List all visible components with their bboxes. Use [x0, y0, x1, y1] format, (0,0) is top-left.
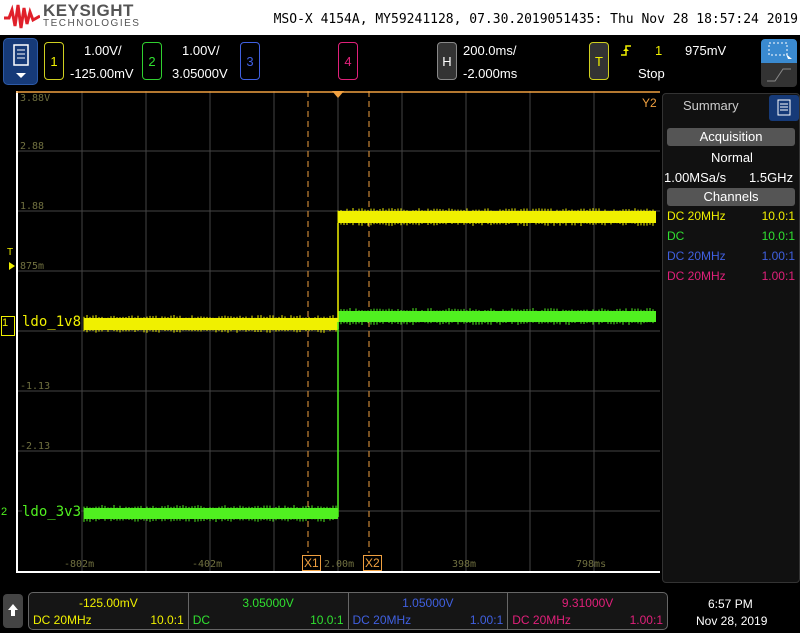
- channel-value: 9.31000V: [508, 596, 667, 610]
- coupling: DC: [193, 613, 210, 627]
- summary-panel: Summary Acquisition Normal 1.00MSa/s 1.5…: [662, 93, 800, 583]
- coupling: DC 20MHz: [512, 613, 571, 627]
- horizontal-button[interactable]: H: [437, 42, 457, 80]
- probe-ratio: 1.00:1: [762, 249, 795, 263]
- acquisition-mode: Normal: [667, 150, 797, 165]
- y-label: -1.13: [20, 381, 50, 392]
- channel-status-cell[interactable]: 1.05000V DC 20MHz 1.00:1: [349, 593, 509, 629]
- list-icon: [769, 95, 799, 121]
- probe-ratio: 1.00:1: [470, 613, 503, 627]
- trigger-level-marker: T: [7, 247, 13, 258]
- select-region-icon: [761, 39, 797, 63]
- channel-1-button[interactable]: 1: [44, 42, 64, 80]
- trigger-level-arrow-icon: [9, 262, 15, 270]
- coupling: DC 20MHz: [667, 269, 726, 283]
- trace-label-ch2: ldo_3v3: [22, 504, 81, 520]
- cursor-x2-handle[interactable]: X2: [363, 555, 382, 571]
- x-label: 398m: [452, 559, 476, 570]
- channel-4-button[interactable]: 4: [338, 42, 358, 80]
- clock-time: 6:57 PM: [708, 597, 753, 611]
- y-label: -2.13: [20, 441, 50, 452]
- arrow-up-icon: [3, 594, 23, 628]
- channel-status-cell[interactable]: 9.31000V DC 20MHz 1.00:1: [508, 593, 667, 629]
- keysight-logo-icon: [4, 2, 40, 30]
- touch-gesture-button[interactable]: [761, 63, 797, 87]
- x-label: -802m: [64, 559, 94, 570]
- probe-ratio: 10.0:1: [762, 209, 795, 223]
- x-label: -402m: [192, 559, 222, 570]
- ch1-scale: 1.00V/: [84, 43, 122, 58]
- x-label: 2.00m: [324, 559, 354, 570]
- y-label: 1.88: [20, 201, 44, 212]
- ch2-scale: 1.00V/: [182, 43, 220, 58]
- run-status: Stop: [638, 66, 665, 81]
- channel-status-cell[interactable]: 3.05000V DC 10.0:1: [189, 593, 349, 629]
- brand-sub: TECHNOLOGIES: [43, 18, 140, 29]
- clock-date: Nov 28, 2019: [696, 614, 767, 628]
- probe-ratio: 10.0:1: [150, 613, 183, 627]
- waveform-display[interactable]: 3.88V 2.88 1.88 875m -1.13 -2.13 -802m -…: [16, 91, 660, 573]
- summary-channel-row: DC 20MHz 1.00:1: [667, 249, 797, 263]
- instrument-title: MSO-X 4154A, MY59241128, 07.30.201905143…: [274, 12, 798, 27]
- ch2-ground-marker[interactable]: 2: [1, 506, 15, 526]
- menu-icon: [4, 39, 39, 86]
- cursor-x1-handle[interactable]: X1: [302, 555, 321, 571]
- channel-3-button[interactable]: 3: [240, 42, 260, 80]
- summary-channel-row: DC 20MHz 1.00:1: [667, 269, 797, 283]
- channel-value: 1.05000V: [349, 596, 508, 610]
- channel-value: -125.00mV: [29, 596, 188, 610]
- y-label: 2.88: [20, 141, 44, 152]
- time-delay: -2.000ms: [463, 66, 517, 81]
- ch1-ground-marker[interactable]: 1: [1, 316, 15, 336]
- trigger-position-marker: [332, 91, 344, 98]
- channels-header: Channels: [667, 188, 795, 206]
- coupling: DC 20MHz: [33, 613, 92, 627]
- coupling: DC 20MHz: [667, 249, 726, 263]
- y-label: 875m: [20, 261, 44, 272]
- probe-ratio: 10.0:1: [762, 229, 795, 243]
- channel-value: 3.05000V: [189, 596, 348, 610]
- time-scale: 200.0ms/: [463, 43, 516, 58]
- coupling: DC 20MHz: [353, 613, 412, 627]
- acquisition-header: Acquisition: [667, 128, 795, 146]
- summary-channel-row: DC 10.0:1: [667, 229, 797, 243]
- waveform-grid: [16, 91, 660, 573]
- channel-2-button[interactable]: 2: [142, 42, 162, 80]
- probe-ratio: 1.00:1: [762, 269, 795, 283]
- panel-menu-button[interactable]: [769, 95, 799, 121]
- rising-edge-icon: [621, 44, 631, 58]
- ch2-offset: 3.05000V: [172, 66, 228, 81]
- y-label: 3.88V: [20, 93, 50, 104]
- coupling: DC 20MHz: [667, 209, 726, 223]
- bandwidth: 1.5GHz: [749, 170, 799, 185]
- probe-ratio: 1.00:1: [630, 613, 663, 627]
- cursor-y2-handle[interactable]: Y2: [642, 96, 657, 110]
- summary-channel-row: DC 20MHz 10.0:1: [667, 209, 797, 223]
- waveform-icon: [761, 63, 797, 87]
- ch1-offset: -125.00mV: [70, 66, 134, 81]
- zoom-box-button[interactable]: [761, 39, 797, 63]
- header-bar: KEYSIGHT TECHNOLOGIES MSO-X 4154A, MY592…: [0, 0, 800, 35]
- trigger-level: 975mV: [685, 43, 726, 58]
- summary-tab[interactable]: Summary: [683, 98, 739, 113]
- trace-label-ch1: ldo_1v8: [22, 314, 81, 330]
- trigger-button[interactable]: T: [589, 42, 609, 80]
- probe-ratio: 10.0:1: [310, 613, 343, 627]
- coupling: DC: [667, 229, 684, 243]
- x-label: 798ms: [576, 559, 606, 570]
- trigger-source: 1: [655, 43, 662, 58]
- channel-status-bar: -125.00mV DC 20MHz 10.0:1 3.05000V DC 10.0:1 1…: [28, 592, 668, 630]
- main-menu-button[interactable]: [3, 38, 38, 85]
- channel-status-cell[interactable]: -125.00mV DC 20MHz 10.0:1: [29, 593, 189, 629]
- expand-bottom-button[interactable]: [3, 594, 23, 628]
